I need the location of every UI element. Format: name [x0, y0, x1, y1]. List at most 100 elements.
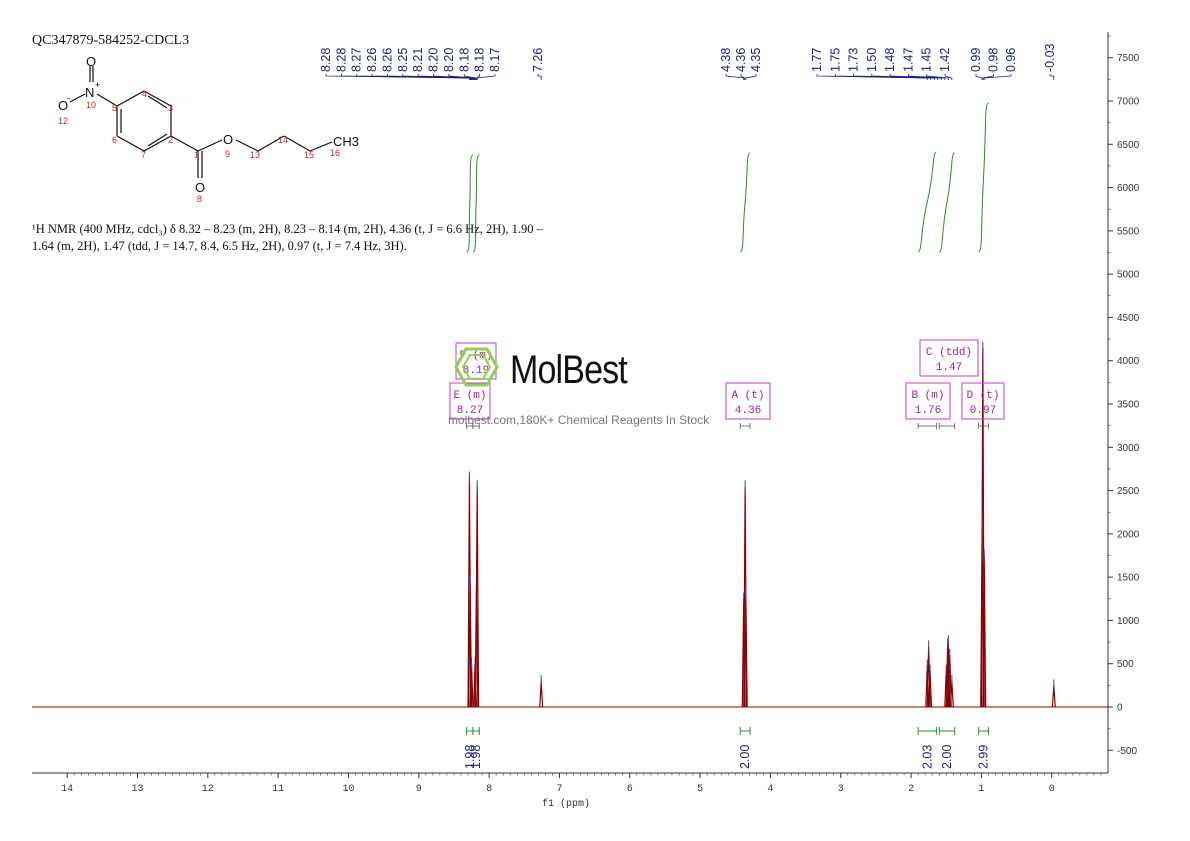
multiplet-box: [919, 339, 979, 377]
peak-label: 1.77: [810, 48, 824, 72]
integral-curve: [938, 152, 955, 253]
atom-number: 2: [168, 135, 173, 145]
multiplet-box: [961, 382, 1005, 420]
peak-label: 1.75: [828, 48, 842, 72]
multiplet-range: [938, 423, 956, 429]
multiplet-shift: 4.36: [735, 405, 761, 417]
peak-label: 8.18: [457, 48, 471, 72]
peak-label-connector: [1049, 74, 1055, 80]
peak-label: 8.25: [396, 48, 410, 72]
peak-label-connector: [926, 74, 949, 80]
multiplet-range: [978, 423, 989, 429]
multiplet-range: [917, 423, 937, 429]
y-tick-label: 5000: [1117, 270, 1140, 281]
peak-label: 8.26: [380, 48, 394, 72]
nmr-description-line: ¹H NMR (400 MHz, cdcl₃) δ 8.32 – 8.23 (m…: [32, 222, 543, 236]
y-tick-label: 500: [1117, 659, 1134, 670]
y-tick-label: 3500: [1117, 400, 1140, 411]
atom-label: O: [86, 54, 96, 69]
y-tick-label: 1500: [1117, 573, 1140, 584]
atom-number: 8: [197, 194, 202, 204]
peak-label: 1.73: [847, 48, 861, 72]
peak-label: 1.50: [865, 48, 879, 72]
multiplet-shift: 8.27: [457, 405, 483, 417]
atom-label: O: [195, 180, 205, 195]
peak-labels: 8.28 8.28 8.27 8.26 8.26 8.25 8.21 8.20 8.20 8.18…: [319, 43, 1057, 80]
peak-label-connector: [944, 74, 953, 80]
multiplet-label: E (m): [453, 390, 486, 402]
atom-label: O: [223, 132, 233, 147]
multiplet-range: [739, 423, 751, 429]
y-tick-label: -500: [1117, 746, 1137, 757]
y-tick-label: 2500: [1117, 486, 1140, 497]
peak-label: 8.28: [319, 48, 333, 72]
x-tick-label: 7: [556, 784, 562, 795]
peak-label: 8.17: [488, 48, 502, 72]
x-tick-label: 4: [767, 784, 773, 795]
integral-brackets: 1.981.98 2.00 2.03 2.00 2.99: [463, 727, 991, 769]
integral-curve: [739, 152, 751, 253]
atom-charge: +: [95, 80, 100, 90]
peak-label-connector: [740, 74, 746, 80]
integral-value: 1.98: [469, 745, 483, 769]
y-tick-label: 0: [1117, 703, 1123, 714]
integral-value: 2.03: [920, 745, 934, 769]
atom-label: O: [58, 98, 68, 113]
atom-number: 1: [194, 150, 199, 160]
peak-label-connector: [476, 74, 481, 80]
peak-label: 1.42: [938, 48, 952, 72]
axes: 14 13 12 11 10 9 8 7 6 5 4 3 2 1 0-5000500100015002000…: [32, 32, 1140, 795]
integral-curve: [978, 102, 989, 253]
peak-label-connector: [889, 74, 942, 80]
peak-label: 4.36: [734, 48, 748, 72]
peak-label-connector: [908, 74, 946, 80]
spectrum-trace: [32, 341, 1108, 708]
peak-label: 8.28: [334, 48, 348, 72]
peak-label-connector: [725, 74, 745, 80]
x-tick-label: 6: [627, 784, 633, 795]
peak-label-connector: [537, 74, 542, 80]
peak-label: 4.38: [719, 48, 733, 72]
peak-label-connector: [871, 74, 939, 80]
y-tick-label: 4500: [1117, 313, 1140, 324]
integral-curve: [466, 154, 474, 253]
atom-number: 3: [168, 103, 173, 113]
multiplet-range: [466, 423, 474, 429]
peak-label: 7.26: [531, 48, 545, 72]
x-tick-label: 13: [131, 784, 143, 795]
x-tick-label: 0: [1049, 784, 1055, 795]
peak-label: 1.48: [883, 48, 897, 72]
integral-bracket: [978, 727, 989, 735]
peak-label: 4.35: [749, 48, 763, 72]
peak-label: 1.47: [901, 48, 915, 72]
atom-number: 13: [250, 150, 260, 160]
watermark-brand: MolBest: [510, 348, 628, 392]
multiplet-label: A (t): [731, 390, 764, 402]
atom-number: 4: [142, 89, 147, 99]
peak-label-connector: [745, 74, 757, 80]
atom-number: 14: [278, 135, 288, 145]
watermark-tagline: molbest.com,180K+ Chemical Reagents In S…: [448, 413, 710, 427]
x-tick-label: 10: [342, 784, 354, 795]
integral-value: 1.98: [463, 745, 477, 769]
peak-label: 8.21: [411, 48, 425, 72]
y-tick-label: 3000: [1117, 443, 1140, 454]
atom-number: 6: [112, 135, 117, 145]
x-tick-label: 8: [486, 784, 492, 795]
x-tick-label: 9: [416, 784, 422, 795]
x-tick-label: 5: [697, 784, 703, 795]
peak-label: 0.96: [1004, 48, 1018, 72]
peak-label-connector: [433, 74, 475, 80]
atom-charge: -: [67, 93, 70, 103]
molbest-logo-icon: [454, 347, 499, 387]
multiplet-box: [905, 382, 951, 420]
peak-label: 8.27: [350, 48, 364, 72]
x-axis-label: f1 (ppm): [542, 798, 590, 810]
y-tick-label: 4000: [1117, 356, 1140, 367]
peak-label: 8.26: [365, 48, 379, 72]
atom-label: N: [85, 85, 94, 100]
integral-curves: [466, 102, 989, 253]
y-tick-label: 7500: [1117, 53, 1140, 64]
multiplet-box: [725, 382, 771, 420]
